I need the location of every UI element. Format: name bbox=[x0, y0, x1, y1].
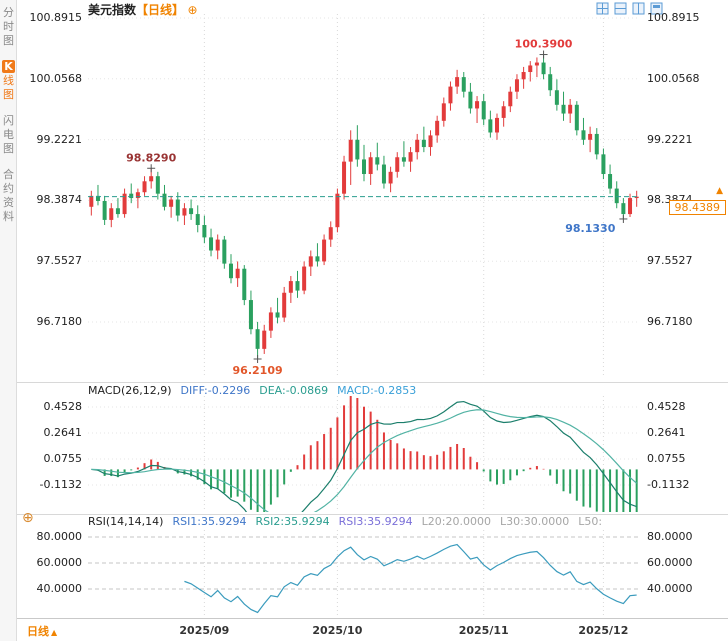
date-label: 2025/10 bbox=[312, 624, 363, 637]
axis-label: 0.0755 bbox=[43, 452, 83, 465]
period-badge: 【日线】 bbox=[136, 3, 185, 17]
rsi2-value: RSI2:35.9294 bbox=[255, 515, 330, 528]
right-price-axis: 100.8915100.056899.222198.387497.552796.… bbox=[647, 0, 725, 641]
macd-name: MACD(26,12,9) bbox=[88, 384, 172, 397]
axis-label: 80.0000 bbox=[647, 530, 693, 543]
sidebar-tab-contract-info[interactable]: 合约资料 bbox=[3, 168, 14, 223]
axis-label: 97.5527 bbox=[36, 254, 83, 268]
macd-chart[interactable] bbox=[88, 396, 640, 512]
current-price-tag: 98.4389 bbox=[668, 199, 726, 215]
axis-label: 0.4528 bbox=[43, 399, 83, 413]
axis-label: 0.2641 bbox=[647, 426, 686, 439]
sidebar-tab-flash-chart[interactable]: 闪电图 bbox=[3, 114, 14, 155]
axis-label: 0.2641 bbox=[43, 426, 83, 439]
svg-text:100.3900: 100.3900 bbox=[515, 38, 573, 51]
svg-text:96.2109: 96.2109 bbox=[233, 364, 283, 377]
candlestick-chart[interactable]: 98.8290 100.3900 96.2109 98.1330 bbox=[88, 14, 640, 378]
rsi-l30: L30:30.0000 bbox=[499, 515, 570, 528]
rsi-name: RSI(14,14,14) bbox=[88, 515, 164, 528]
sidebar-tab-time-chart[interactable]: 分时图 bbox=[3, 6, 14, 47]
indicator-settings-icon[interactable]: ⊕ bbox=[22, 510, 34, 526]
rsi-l20: L20:20.0000 bbox=[421, 515, 491, 528]
macd-header: MACD(26,12,9) DIFF:-0.2296 DEA:-0.0869 MACD… bbox=[88, 384, 425, 397]
period-selector[interactable]: 日线 ▲ bbox=[27, 623, 57, 639]
left-sidebar: 分时图 K 线图 闪电图 合约资料 bbox=[0, 0, 17, 641]
layout-single-icon[interactable] bbox=[650, 2, 663, 15]
axis-label: 40.0000 bbox=[647, 581, 693, 595]
axis-label: 98.3874 bbox=[36, 193, 83, 207]
axis-label: 0.0755 bbox=[647, 452, 686, 465]
macd-macd-value: MACD:-0.2853 bbox=[337, 384, 417, 397]
rsi-chart[interactable] bbox=[88, 530, 640, 616]
macd-dea-value: DEA:-0.0869 bbox=[259, 384, 329, 397]
period-selector-arrow: ▲ bbox=[51, 628, 58, 637]
axis-label: 99.2221 bbox=[647, 132, 693, 146]
axis-label: 100.0568 bbox=[29, 71, 83, 85]
svg-text:98.8290: 98.8290 bbox=[126, 151, 176, 164]
axis-label: 97.5527 bbox=[647, 254, 693, 268]
symbol-name: 美元指数 bbox=[88, 3, 137, 17]
sidebar-tab-kline-chart[interactable]: K 线图 bbox=[0, 60, 17, 102]
axis-label: -0.1132 bbox=[647, 478, 690, 491]
layout-vsplit-icon[interactable] bbox=[632, 2, 645, 15]
axis-label: 96.7180 bbox=[36, 315, 83, 329]
axis-label: 40.0000 bbox=[36, 581, 83, 595]
axis-label: 0.4528 bbox=[647, 399, 686, 413]
axis-label: 99.2221 bbox=[36, 132, 83, 146]
axis-label: 100.0568 bbox=[647, 71, 700, 85]
axis-label: -0.1132 bbox=[39, 478, 82, 491]
rsi-header: RSI(14,14,14) RSI1:35.9294 RSI2:35.9294 RSI… bbox=[88, 515, 611, 528]
layout-grid-icon[interactable] bbox=[596, 2, 609, 15]
macd-diff-value: DIFF:-0.2296 bbox=[180, 384, 251, 397]
price-up-arrow: ▲ bbox=[716, 185, 723, 196]
layout-hsplit-icon[interactable] bbox=[614, 2, 627, 15]
date-label: 2025/09 bbox=[179, 624, 230, 637]
axis-label: 60.0000 bbox=[647, 555, 693, 569]
rsi3-value: RSI3:35.9294 bbox=[338, 515, 413, 528]
chart-title: 美元指数【日线】 ⊕ bbox=[88, 1, 198, 17]
bottom-bar: 日线 ▲ 2025/09 2025/10 2025/11 2025/12 bbox=[17, 618, 728, 641]
panel-divider bbox=[17, 382, 728, 383]
rsi1-value: RSI1:35.9294 bbox=[172, 515, 247, 528]
axis-label: 100.8915 bbox=[29, 10, 83, 24]
layout-toolbar bbox=[596, 2, 663, 15]
axis-label: 80.0000 bbox=[36, 530, 83, 543]
axis-label: 96.7180 bbox=[647, 315, 693, 329]
date-label: 2025/11 bbox=[458, 624, 509, 637]
axis-label: 60.0000 bbox=[36, 555, 83, 569]
left-price-axis: 100.8915 100.0568 99.2221 98.3874 97.5527 96.… bbox=[16, 0, 83, 641]
period-selector-label: 日线 bbox=[27, 625, 49, 638]
kline-label: 线图 bbox=[3, 74, 14, 101]
date-label: 2025/12 bbox=[578, 624, 629, 637]
rsi-l50: L50: bbox=[578, 515, 603, 528]
add-indicator-icon[interactable]: ⊕ bbox=[187, 3, 198, 17]
kline-badge: K bbox=[2, 60, 15, 73]
panel-divider bbox=[17, 514, 728, 515]
svg-text:98.1330: 98.1330 bbox=[565, 222, 615, 235]
